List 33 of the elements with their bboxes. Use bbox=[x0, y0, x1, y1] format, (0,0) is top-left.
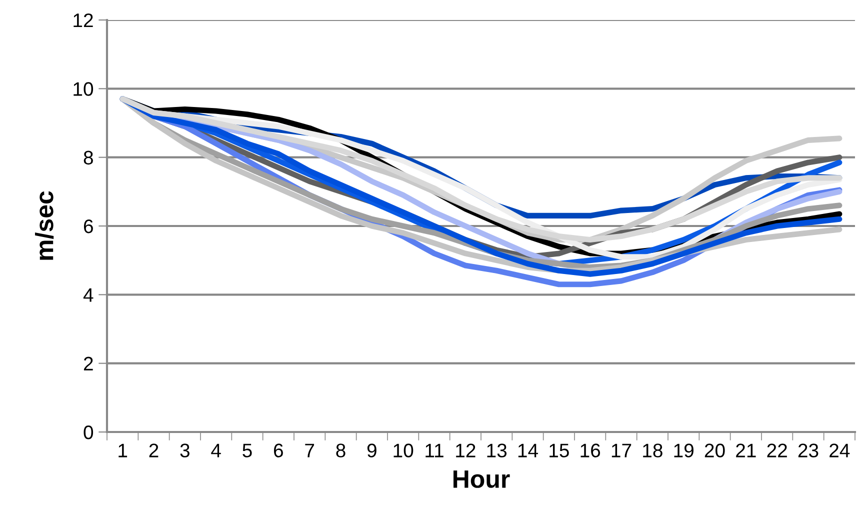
x-tick-label: 14 bbox=[518, 444, 538, 458]
x-tick-label: 12 bbox=[456, 444, 476, 458]
x-tick-label: 11 bbox=[426, 444, 444, 458]
x-tick-label: 20 bbox=[704, 444, 725, 458]
y-tick-label: 12 bbox=[74, 13, 93, 28]
x-tick-label: 4 bbox=[211, 444, 221, 458]
y-axis-title: m/sec bbox=[34, 191, 54, 260]
x-tick-label: 13 bbox=[487, 444, 507, 458]
x-tick-label: 8 bbox=[336, 444, 346, 458]
x-tick-label: 22 bbox=[767, 444, 787, 458]
x-tick-label: 1 bbox=[118, 444, 128, 458]
x-tick-label: 17 bbox=[612, 444, 632, 458]
x-tick-label: 24 bbox=[830, 444, 850, 458]
x-tick-label: 7 bbox=[305, 444, 314, 458]
x-tick-label: 5 bbox=[242, 444, 252, 458]
x-tick-label: 6 bbox=[274, 444, 283, 458]
y-tick-label: 10 bbox=[74, 82, 94, 96]
x-tick-label: 9 bbox=[367, 444, 376, 458]
x-tick-label: 23 bbox=[798, 444, 818, 458]
x-tick-label: 10 bbox=[394, 444, 414, 458]
y-tick-label: 2 bbox=[84, 356, 93, 370]
x-tick-label: 15 bbox=[550, 444, 569, 458]
x-axis-title: Hour bbox=[454, 470, 510, 488]
x-tick-label: 18 bbox=[643, 444, 662, 458]
x-tick-label: 19 bbox=[674, 444, 694, 458]
x-tick-label: 16 bbox=[580, 444, 600, 458]
y-tick-label: 8 bbox=[84, 150, 93, 165]
y-tick-label: 6 bbox=[84, 219, 93, 234]
y-tick-label: 4 bbox=[83, 288, 94, 302]
x-tick-label: 2 bbox=[149, 444, 158, 458]
x-tick-label: 3 bbox=[180, 444, 190, 458]
y-tick-label: 0 bbox=[84, 425, 94, 440]
x-tick-label: 21 bbox=[736, 444, 756, 458]
